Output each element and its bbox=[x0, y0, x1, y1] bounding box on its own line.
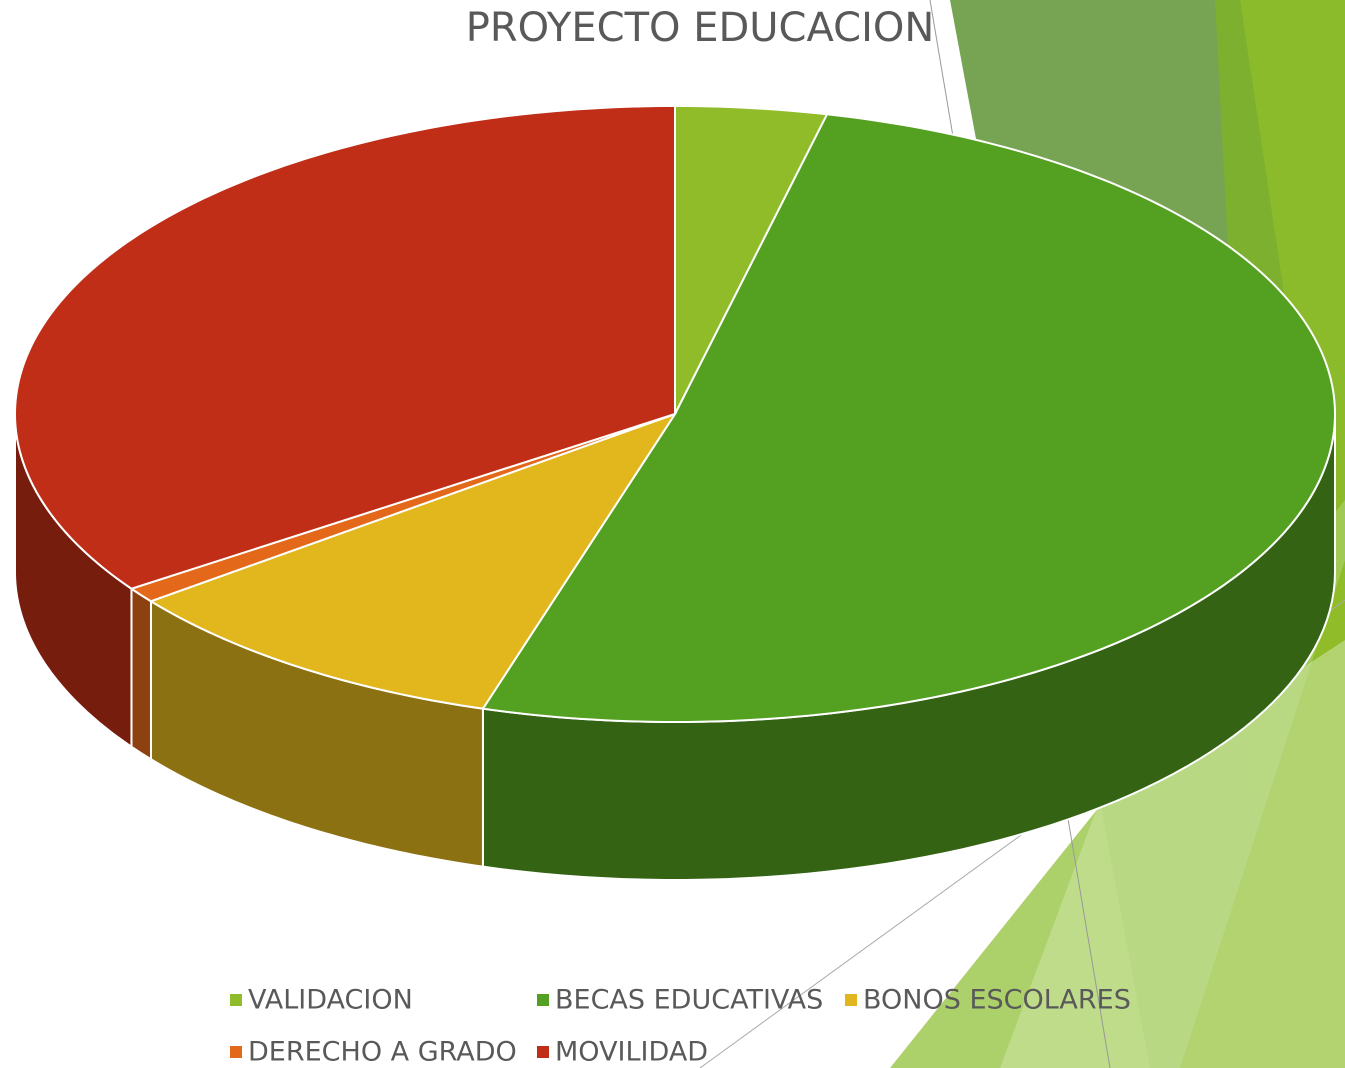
legend-swatch bbox=[845, 994, 857, 1006]
slice-side bbox=[130, 586, 152, 762]
legend-swatch bbox=[537, 1046, 549, 1058]
slice bbox=[148, 412, 678, 710]
legend-swatch bbox=[537, 994, 549, 1006]
chart-title: PROYECTO EDUCACION bbox=[466, 5, 935, 51]
legend: VALIDACION BECAS EDUCATIVAS BONOS ESCOLARE… bbox=[230, 985, 1131, 1068]
slice bbox=[481, 113, 1336, 723]
legend-swatch bbox=[230, 994, 242, 1006]
legend-label: BECAS EDUCATIVAS bbox=[555, 985, 823, 1016]
legend-label: MOVILIDAD bbox=[555, 1037, 708, 1068]
legend-label: DERECHO A GRADO bbox=[248, 1037, 517, 1068]
pie bbox=[14, 104, 1336, 881]
slice bbox=[14, 104, 676, 590]
legend-swatch bbox=[230, 1046, 242, 1058]
legend-label: VALIDACION bbox=[248, 985, 413, 1016]
legend-label: BONOS ESCOLARES bbox=[863, 985, 1131, 1016]
